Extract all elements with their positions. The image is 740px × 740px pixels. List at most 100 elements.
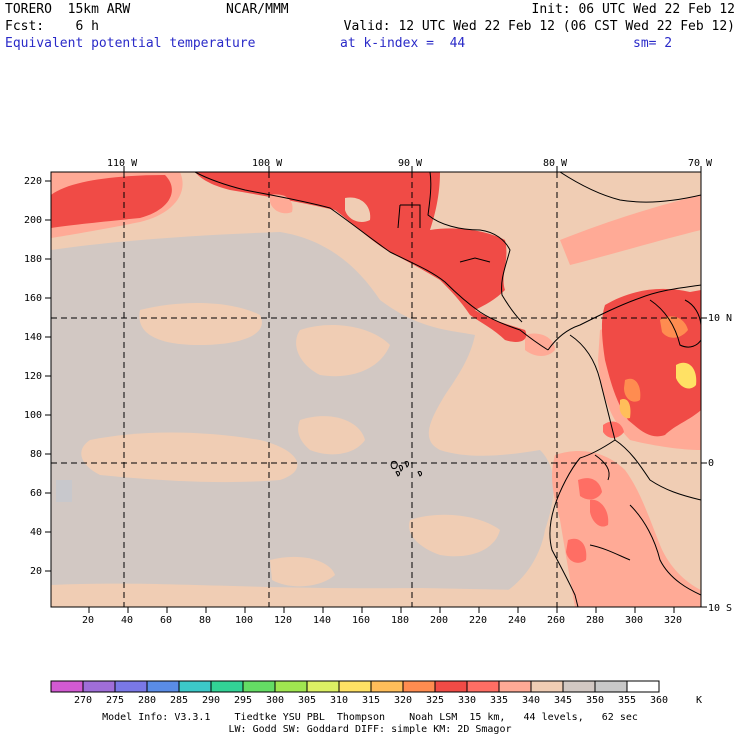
- model-info: Model Info: V3.3.1 Tiedtke YSU PBL Thomp…: [102, 712, 638, 723]
- valid-time: Valid: 12 UTC Wed 22 Feb 12 (06 CST Wed …: [343, 19, 735, 34]
- colorbar-swatch: [306, 680, 340, 693]
- x-label: 60: [160, 615, 173, 626]
- theta-e-345-patch: [296, 325, 390, 377]
- x-label: 40: [121, 615, 134, 626]
- colorbar-value: 325: [426, 695, 445, 706]
- colorbar-value: 285: [170, 695, 189, 706]
- x-label: 20: [82, 615, 95, 626]
- x-label: 260: [547, 615, 566, 626]
- model-title: TORERO 15km ARW: [5, 2, 131, 17]
- y-label: 100: [24, 410, 43, 421]
- y-label: 180: [24, 254, 43, 265]
- coastlines: [194, 172, 701, 607]
- forecast-hour: Fcst: 6 h: [5, 19, 99, 34]
- colorbar-swatch: [594, 680, 628, 693]
- y-label: 60: [30, 488, 43, 499]
- theta-e-340-patch: [270, 194, 293, 214]
- colorbar-swatch: [562, 680, 596, 693]
- colorbar-value: 330: [458, 695, 477, 706]
- colorbar-swatch: [466, 680, 500, 693]
- colorbar-swatch: [178, 680, 212, 693]
- colorbar-value: 315: [362, 695, 381, 706]
- colorbar-value: 335: [490, 695, 509, 706]
- colorbar-value: 275: [106, 695, 125, 706]
- colorbar-swatch: [498, 680, 532, 693]
- theta-e-345-patch: [345, 197, 371, 222]
- y-label: 40: [30, 527, 43, 538]
- theta-e-315-patch: [676, 362, 697, 389]
- theta-e-330-region: [566, 538, 587, 563]
- theta-e-330-region: [51, 175, 172, 228]
- colorbar-value: 290: [202, 695, 221, 706]
- x-label: 320: [664, 615, 683, 626]
- colorbar: [50, 680, 660, 693]
- colorbar-value: 345: [554, 695, 573, 706]
- smoothing: sm= 2: [633, 36, 673, 51]
- x-label: 240: [508, 615, 527, 626]
- colorbar-swatch: [626, 680, 660, 693]
- axis-ticks: [45, 166, 707, 613]
- theta-e-330-region: [578, 478, 602, 500]
- lon-label-80w: 80 W: [543, 158, 568, 169]
- lat-label-10s: 10 S: [708, 603, 733, 614]
- theta-e-320-patch: [619, 399, 631, 419]
- lon-label-70w: 70 W: [688, 158, 713, 169]
- colorbar-value: 360: [650, 695, 669, 706]
- x-label: 300: [625, 615, 644, 626]
- init-time: Init: 06 UTC Wed 22 Feb 12: [531, 2, 736, 17]
- colorbar-swatch: [434, 680, 468, 693]
- theta-e-330-region: [603, 421, 624, 438]
- y-label: 120: [24, 371, 43, 382]
- colorbar-value: 305: [298, 695, 317, 706]
- x-label: 160: [352, 615, 371, 626]
- lon-label-90w: 90 W: [398, 158, 423, 169]
- lon-label-110w: 110 W: [107, 158, 138, 169]
- colorbar-swatch: [146, 680, 180, 693]
- theta-e-325-patch: [624, 378, 641, 402]
- center-name: NCAR/MMM: [226, 2, 289, 17]
- theta-e-field: [51, 172, 701, 607]
- colorbar-value: 340: [522, 695, 541, 706]
- y-label: 20: [30, 566, 43, 577]
- map-frame: [50, 171, 702, 608]
- theta-e-330-region: [590, 499, 609, 527]
- colorbar-swatch: [370, 680, 404, 693]
- lat-label-10n: 10 N: [708, 313, 733, 324]
- colorbar-swatch: [402, 680, 436, 693]
- colorbar-value: 295: [234, 695, 253, 706]
- colorbar-swatch: [530, 680, 564, 693]
- colorbar-value: 270: [74, 695, 93, 706]
- lat-label-0: 0: [708, 458, 715, 469]
- theta-e-345-patch: [81, 432, 298, 483]
- colorbar-swatch: [114, 680, 148, 693]
- colorbar-value: 280: [138, 695, 157, 706]
- x-label: 100: [235, 615, 254, 626]
- theta-e-345-patch: [139, 303, 262, 345]
- y-label: 160: [24, 293, 43, 304]
- theta-e-345-patch: [270, 556, 335, 587]
- lat-lon-grid: [51, 172, 701, 607]
- colorbar-value: 355: [618, 695, 637, 706]
- x-label: 200: [430, 615, 449, 626]
- colorbar-value: 350: [586, 695, 605, 706]
- theta-e-345-band: [51, 583, 520, 607]
- x-label: 180: [391, 615, 410, 626]
- colorbar-value: 300: [266, 695, 285, 706]
- level-index: at k-index = 44: [340, 36, 466, 51]
- x-label: 220: [469, 615, 488, 626]
- y-label: 220: [24, 176, 43, 187]
- colorbar-swatch: [50, 680, 84, 693]
- x-label: 140: [313, 615, 332, 626]
- colorbar-swatch: [210, 680, 244, 693]
- y-label: 80: [30, 449, 43, 460]
- theta-e-345-patch: [298, 416, 365, 455]
- colorbar-value: 310: [330, 695, 349, 706]
- colorbar-value: 320: [394, 695, 413, 706]
- physics-info: LW: Godd SW: Goddard DIFF: simple KM: 2D…: [228, 724, 512, 735]
- colorbar-swatch: [274, 680, 308, 693]
- field-name: Equivalent potential temperature: [5, 36, 256, 51]
- colorbar-swatch: [338, 680, 372, 693]
- lon-label-100w: 100 W: [252, 158, 283, 169]
- theta-e-345-patch: [409, 514, 500, 557]
